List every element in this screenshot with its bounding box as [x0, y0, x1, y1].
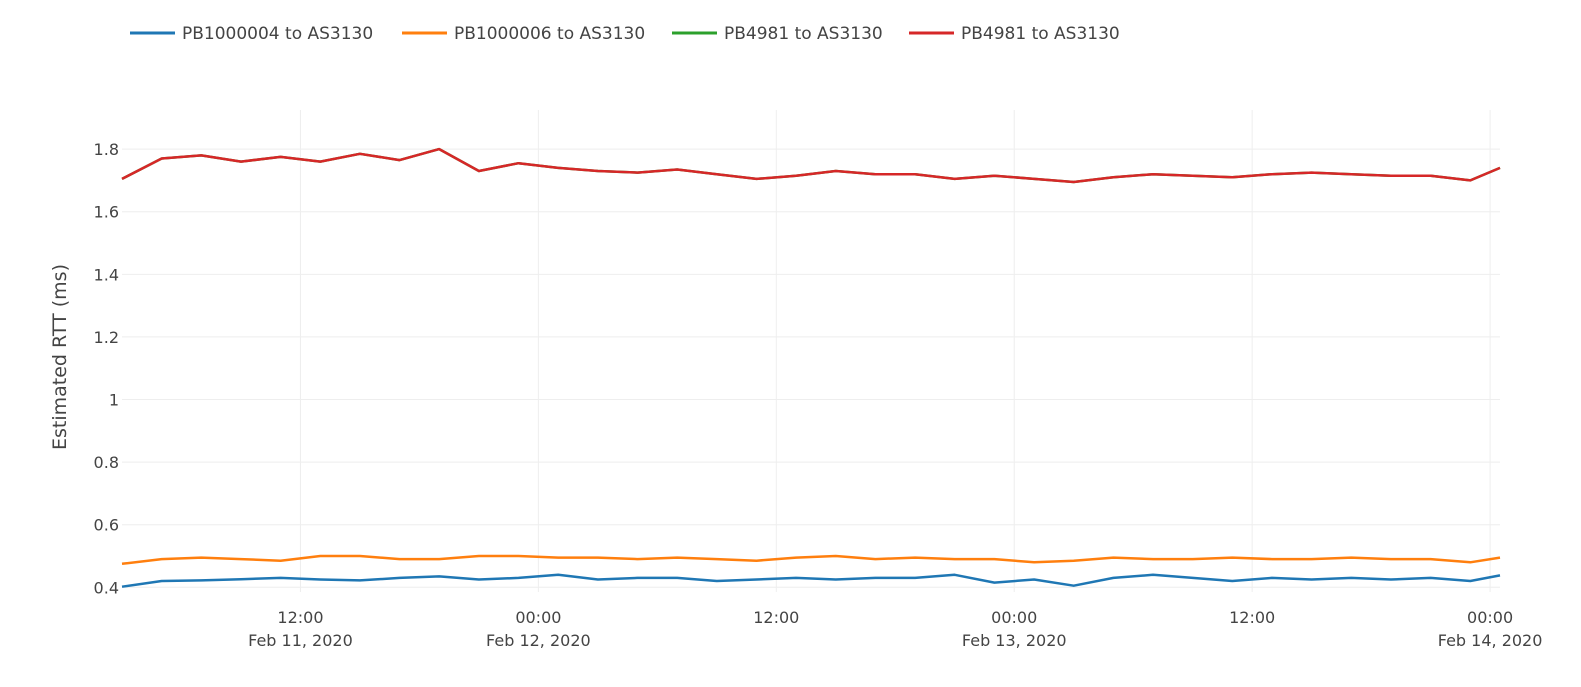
x-tick-label-time: 00:00 — [1467, 608, 1513, 627]
y-tick-label: 1.4 — [94, 265, 119, 284]
legend-item-2[interactable]: PB1000006 to AS3130 — [402, 24, 645, 44]
series-layer[interactable] — [121, 147, 1501, 588]
legend-label: PB1000006 to AS3130 — [454, 24, 645, 44]
y-gridlines — [122, 148, 1500, 588]
y-tick-label: 0.6 — [94, 516, 119, 535]
x-tick-label-time: 12:00 — [1229, 608, 1275, 627]
legend-label: PB4981 to AS3130 — [724, 24, 883, 44]
series-line-2[interactable] — [121, 554, 1501, 566]
x-tick-label-date: Feb 13, 2020 — [962, 631, 1067, 650]
y-tick-label: 1 — [109, 391, 119, 410]
legend-label: PB4981 to AS3130 — [961, 24, 1120, 44]
x-tick-label-time: 12:00 — [753, 608, 799, 627]
y-axis-title: Estimated RTT (ms) — [49, 264, 71, 450]
x-tick-label-date: Feb 11, 2020 — [248, 631, 353, 650]
x-tick-label-time: 00:00 — [991, 608, 1037, 627]
series-line-4[interactable] — [121, 147, 1501, 184]
series-line-3[interactable] — [121, 147, 1501, 184]
x-axis-ticks: 12:00 Feb 11, 2020 00:00 Feb 12, 2020 12:00 0… — [248, 608, 1542, 650]
legend-item-4[interactable]: PB4981 to AS3130 — [909, 24, 1120, 44]
y-tick-label: 1.2 — [94, 328, 119, 347]
y-tick-label: 0.8 — [94, 453, 119, 472]
series-line-1[interactable] — [121, 573, 1501, 588]
x-gridlines — [299, 110, 1491, 592]
x-tick-label-time: 12:00 — [277, 608, 323, 627]
y-axis-ticks: 0.4 0.6 0.8 1 1.2 1.4 1.6 1.8 — [94, 140, 119, 597]
x-tick-label-time: 00:00 — [515, 608, 561, 627]
y-tick-label: 0.4 — [94, 578, 119, 597]
x-tick-label-date: Feb 14, 2020 — [1438, 631, 1543, 650]
x-tick-label-date: Feb 12, 2020 — [486, 631, 591, 650]
legend[interactable]: PB1000004 to AS3130 PB1000006 to AS3130 PB… — [130, 24, 1120, 44]
y-tick-label: 1.8 — [94, 140, 119, 159]
legend-item-3[interactable]: PB4981 to AS3130 — [672, 24, 883, 44]
legend-item-1[interactable]: PB1000004 to AS3130 — [130, 24, 373, 44]
legend-label: PB1000004 to AS3130 — [182, 24, 373, 44]
y-tick-label: 1.6 — [94, 203, 119, 222]
